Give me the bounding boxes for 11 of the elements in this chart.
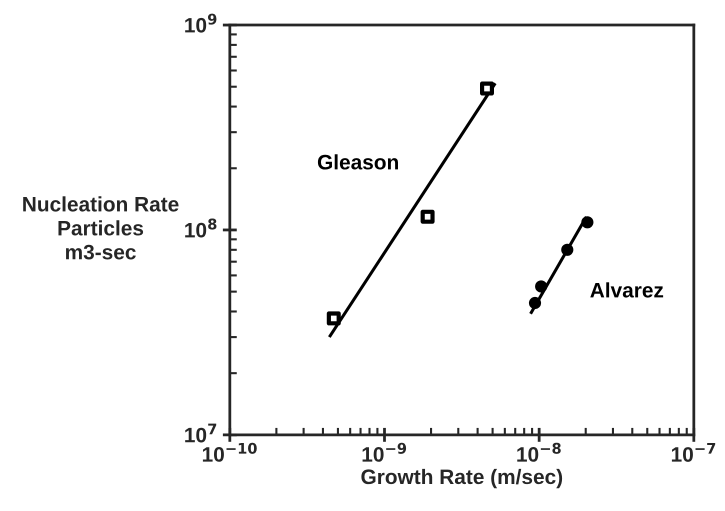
x-tick-label: 10$^{−10}$: [202, 442, 257, 462]
x-tick-label: 10$^{−9}$: [362, 442, 406, 462]
y-axis-title: Nucleation Rate Particles m3-sec: [23, 196, 179, 260]
series-label: Alvarez: [590, 282, 664, 298]
y-tick-label: 10$^{7}$: [185, 424, 216, 442]
y-tick-label: 10$^{8}$: [185, 218, 216, 238]
x-tick-label: 10$^{−7}$: [672, 443, 716, 462]
x-tick-label: 10$^{−8}$: [517, 442, 561, 462]
text: Gleason: [318, 154, 398, 170]
x-axis-title: Growth Rate (m/sec): [361, 468, 562, 488]
y-tick-label: 10$^{9}$: [185, 14, 216, 33]
